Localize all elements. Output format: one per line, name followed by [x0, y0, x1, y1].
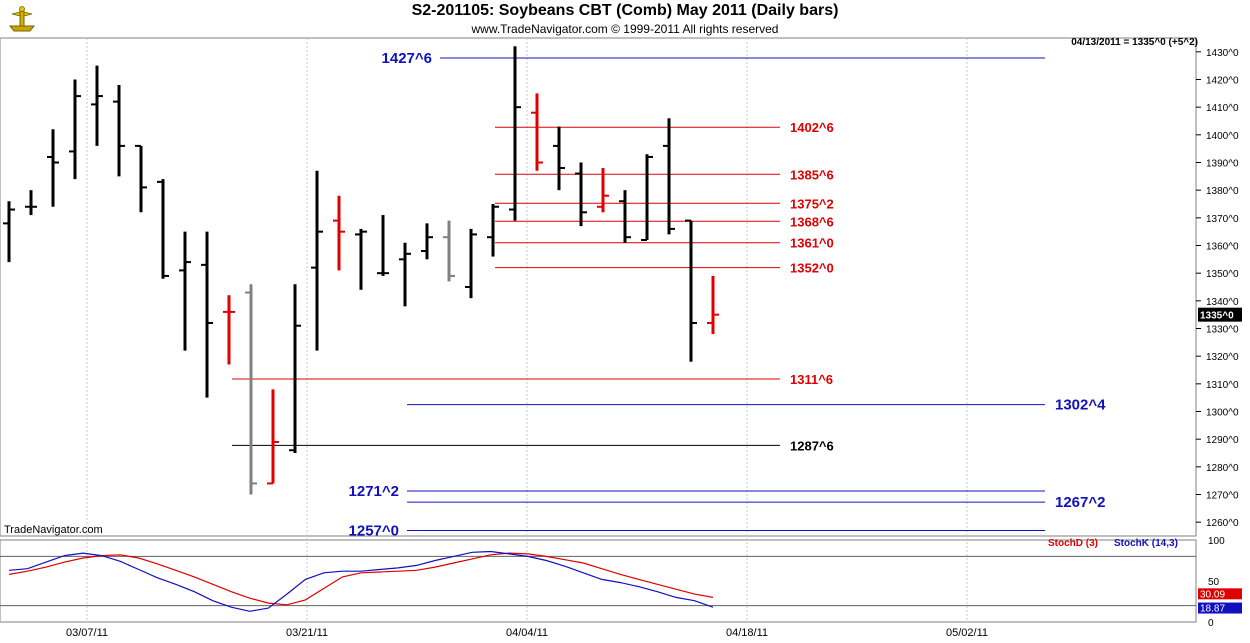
y-tick-label: 1290^0	[1206, 435, 1239, 446]
x-tick-label: 03/21/11	[286, 627, 328, 639]
y-tick-label: 1320^0	[1206, 352, 1239, 363]
stochd-last-box	[1198, 588, 1242, 600]
price-level-label: 1267^2	[1055, 494, 1105, 511]
x-tick-label: 05/02/11	[946, 627, 988, 639]
price-level-label: 1302^4	[1055, 397, 1106, 414]
y-tick-label: 1340^0	[1206, 297, 1239, 308]
y-tick-label: 1360^0	[1206, 242, 1239, 253]
price-level-label: 1271^2	[349, 483, 399, 500]
y-tick-label: 1280^0	[1206, 463, 1239, 474]
watermark: TradeNavigator.com	[4, 524, 103, 536]
price-level-label: 1402^6	[790, 120, 834, 135]
price-level-label: 1375^2	[790, 196, 834, 211]
trade-navigator-logo-icon	[8, 6, 36, 32]
y-tick-label: 1420^0	[1206, 76, 1239, 87]
legend-stochd: StochD (3)	[1048, 538, 1098, 549]
y-tick-label: 1390^0	[1206, 159, 1239, 170]
price-level-label: 1287^6	[790, 438, 834, 453]
y-tick-label: 1300^0	[1206, 408, 1239, 419]
stoch-y-tick-label: 50	[1208, 577, 1220, 588]
y-tick-label: 1330^0	[1206, 325, 1239, 336]
stochk-last-value: 18.87	[1200, 604, 1225, 615]
last-price-label: 1335^0	[1200, 311, 1234, 322]
x-tick-label: 04/18/11	[726, 627, 768, 639]
y-tick-label: 1380^0	[1206, 186, 1239, 197]
y-tick-label: 1370^0	[1206, 214, 1239, 225]
price-panel-frame	[0, 37, 1197, 537]
x-tick-label: 03/07/11	[66, 627, 108, 639]
y-tick-label: 1270^0	[1206, 491, 1239, 502]
price-level-label: 1385^6	[790, 167, 834, 182]
chart-title: S2-201105: Soybeans CBT (Comb) May 2011 …	[411, 2, 839, 19]
stoch-y-tick-label: 100	[1208, 536, 1225, 547]
stoch-panel-frame	[0, 539, 1197, 623]
price-level-label: 1257^0	[349, 522, 399, 539]
last-price-box	[1198, 307, 1242, 322]
price-level-label: 1427^6	[382, 50, 432, 67]
stochk-line	[8, 550, 714, 612]
y-tick-label: 1260^0	[1206, 518, 1239, 529]
legend-stochk: StochK (14,3)	[1114, 538, 1178, 549]
x-tick-label: 04/04/11	[506, 627, 548, 639]
y-tick-label: 1400^0	[1206, 131, 1239, 142]
price-readout: 04/13/2011 = 1335^0 (+5^2)	[1071, 37, 1198, 48]
price-level-label: 1361^0	[790, 236, 834, 251]
price-level-label: 1352^0	[790, 261, 834, 276]
stoch-y-tick-label: 0	[1208, 618, 1214, 629]
y-tick-label: 1410^0	[1206, 103, 1239, 114]
chart-subtitle: www.TradeNavigator.com © 1999-2011 All r…	[471, 22, 779, 36]
price-level-label: 1311^6	[790, 372, 833, 387]
y-tick-label: 1310^0	[1206, 380, 1239, 391]
price-level-label: 1368^6	[790, 214, 834, 229]
stochk-last-box	[1198, 602, 1242, 614]
stochd-line	[8, 552, 714, 606]
stochd-last-value: 30.09	[1200, 589, 1225, 600]
y-tick-label: 1430^0	[1206, 48, 1239, 59]
y-tick-label: 1350^0	[1206, 269, 1239, 280]
